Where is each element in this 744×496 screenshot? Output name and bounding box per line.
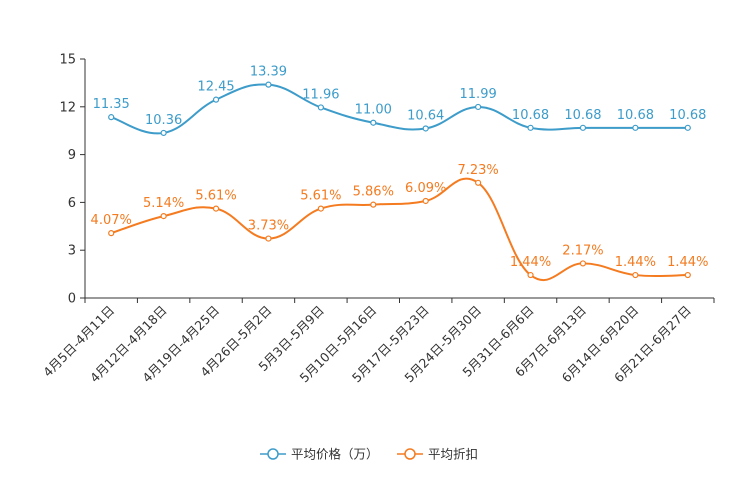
data-point[interactable] bbox=[684, 271, 691, 279]
legend-marker-icon bbox=[404, 448, 416, 460]
data-label: 11.35 bbox=[93, 97, 130, 112]
data-point[interactable] bbox=[317, 104, 324, 111]
data-label: 2.17% bbox=[562, 243, 603, 258]
data-point[interactable] bbox=[527, 271, 534, 279]
data-point[interactable] bbox=[475, 179, 482, 186]
data-label: 3.73% bbox=[248, 219, 289, 234]
y-tick-label: 9 bbox=[68, 148, 76, 163]
data-point[interactable] bbox=[265, 235, 272, 242]
data-label: 10.68 bbox=[512, 108, 549, 123]
data-label: 1.44% bbox=[667, 255, 708, 270]
series-layer: 11.35 10.36 12.45 13.39 11.96 11.00 10.64 11.99… bbox=[91, 65, 708, 282]
data-label: 11.00 bbox=[355, 103, 392, 118]
y-tick-label: 15 bbox=[59, 53, 76, 68]
data-label: 11.99 bbox=[460, 87, 497, 102]
y-tick-label: 12 bbox=[59, 100, 76, 115]
data-point[interactable] bbox=[265, 81, 272, 88]
data-point[interactable] bbox=[317, 205, 324, 212]
data-point[interactable] bbox=[422, 197, 429, 205]
data-label: 7.23% bbox=[457, 163, 498, 178]
data-label: 1.44% bbox=[510, 255, 551, 270]
data-label: 13.39 bbox=[250, 65, 287, 80]
data-label: 5.61% bbox=[195, 189, 236, 204]
legend-label: 平均价格（万） bbox=[291, 447, 379, 462]
data-point[interactable] bbox=[160, 129, 167, 137]
data-label: 10.64 bbox=[407, 108, 444, 123]
data-point[interactable] bbox=[632, 124, 639, 131]
data-label: 6.09% bbox=[405, 181, 446, 196]
data-label: 5.14% bbox=[143, 196, 184, 211]
data-label: 5.61% bbox=[300, 189, 341, 204]
data-point[interactable] bbox=[108, 230, 115, 237]
series-1: 4.07% 5.14% 5.61% 3.73% 5.61% 5.86% 6.09% 7.23%… bbox=[91, 163, 708, 282]
y-tick-label: 6 bbox=[68, 196, 76, 211]
data-label: 4.07% bbox=[91, 213, 132, 228]
data-point[interactable] bbox=[160, 213, 167, 220]
data-point[interactable] bbox=[212, 205, 220, 212]
legend-label: 平均折扣 bbox=[428, 447, 478, 462]
data-point[interactable] bbox=[684, 124, 691, 131]
data-point[interactable] bbox=[108, 114, 115, 121]
y-tick-label: 3 bbox=[68, 244, 76, 259]
data-point[interactable] bbox=[527, 124, 534, 131]
legend-item-1[interactable]: 平均折扣 bbox=[397, 447, 478, 462]
data-point[interactable] bbox=[370, 119, 377, 126]
data-point[interactable] bbox=[370, 201, 377, 208]
data-label: 11.96 bbox=[302, 87, 339, 102]
data-label: 12.45 bbox=[197, 80, 234, 95]
data-point[interactable] bbox=[475, 103, 482, 111]
legend-item-0[interactable]: 平均价格（万） bbox=[260, 447, 379, 462]
data-label: 1.44% bbox=[615, 255, 656, 270]
data-label: 10.68 bbox=[564, 108, 601, 123]
data-label: 10.68 bbox=[617, 108, 654, 123]
data-point[interactable] bbox=[422, 125, 429, 132]
data-label: 5.86% bbox=[353, 185, 394, 200]
legend-marker-icon bbox=[267, 448, 279, 460]
data-label: 10.68 bbox=[669, 108, 706, 123]
data-point[interactable] bbox=[579, 124, 587, 131]
y-tick-label: 0 bbox=[68, 292, 76, 307]
series-0: 11.35 10.36 12.45 13.39 11.96 11.00 10.64 11.99… bbox=[93, 65, 706, 137]
legend[interactable]: 平均价格（万） 平均折扣 bbox=[260, 447, 478, 462]
series-line bbox=[110, 83, 688, 135]
data-point[interactable] bbox=[579, 260, 587, 267]
data-label: 10.36 bbox=[145, 113, 182, 128]
data-point[interactable] bbox=[212, 96, 220, 103]
data-point[interactable] bbox=[632, 271, 639, 279]
